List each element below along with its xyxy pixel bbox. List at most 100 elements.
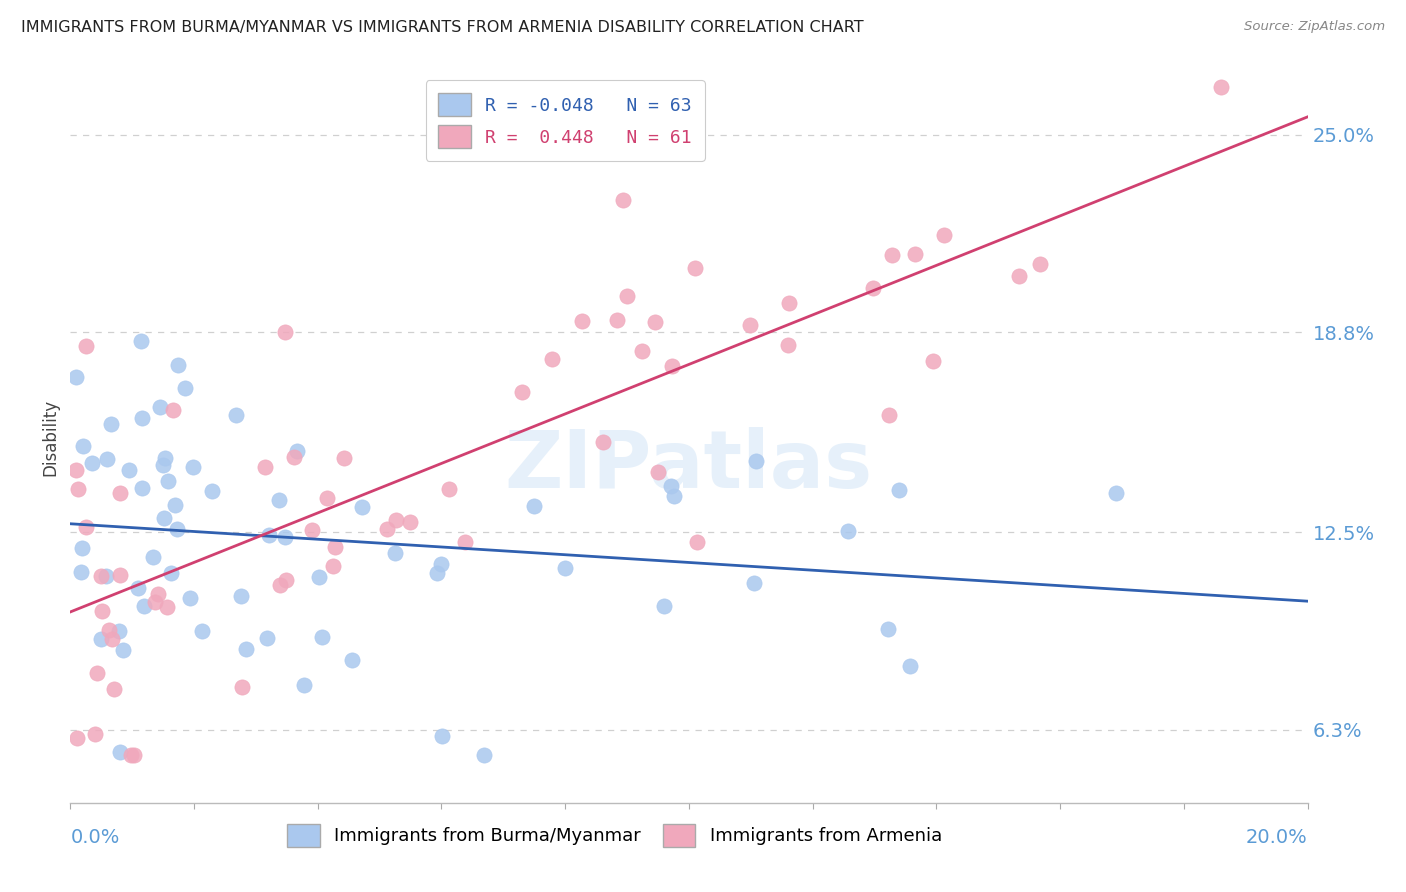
Point bbox=[201, 484, 224, 499]
Point bbox=[101, 632, 124, 646]
Point bbox=[96, 452, 118, 467]
Point bbox=[145, 595, 167, 609]
Point bbox=[430, 729, 453, 743]
Point bbox=[65, 463, 87, 477]
Point bbox=[107, 624, 129, 639]
Point bbox=[904, 247, 927, 261]
Point bbox=[862, 280, 884, 294]
Point bbox=[880, 248, 903, 262]
Point bbox=[91, 604, 114, 618]
Point bbox=[510, 384, 533, 399]
Point bbox=[274, 325, 297, 339]
Point bbox=[142, 550, 165, 565]
Point bbox=[322, 558, 344, 573]
Point bbox=[156, 474, 179, 488]
Point bbox=[472, 748, 495, 763]
Text: ZIPatlas: ZIPatlas bbox=[505, 427, 873, 506]
Point bbox=[644, 315, 666, 329]
Point bbox=[661, 359, 683, 373]
Point bbox=[1008, 269, 1031, 284]
Point bbox=[311, 630, 333, 644]
Point bbox=[70, 541, 93, 555]
Point bbox=[934, 227, 956, 242]
Point bbox=[82, 456, 104, 470]
Point bbox=[540, 352, 562, 367]
Point bbox=[94, 569, 117, 583]
Point bbox=[86, 665, 108, 680]
Point bbox=[662, 489, 685, 503]
Point bbox=[152, 458, 174, 472]
Point bbox=[631, 344, 654, 359]
Point bbox=[274, 531, 297, 545]
Point bbox=[117, 463, 139, 477]
Point bbox=[90, 632, 112, 647]
Point bbox=[616, 288, 638, 302]
Point bbox=[659, 479, 682, 493]
Point bbox=[439, 482, 461, 496]
Point bbox=[1105, 485, 1128, 500]
Point bbox=[375, 522, 398, 536]
Point bbox=[285, 443, 308, 458]
Point bbox=[155, 450, 177, 465]
Point bbox=[605, 313, 627, 327]
Point bbox=[778, 295, 800, 310]
Point bbox=[235, 642, 257, 657]
Point bbox=[111, 643, 134, 657]
Point bbox=[181, 460, 204, 475]
Point bbox=[166, 522, 188, 536]
Point bbox=[554, 561, 576, 575]
Point bbox=[571, 314, 593, 328]
Point bbox=[103, 681, 125, 696]
Point bbox=[269, 578, 291, 592]
Point bbox=[225, 409, 247, 423]
Point bbox=[301, 523, 323, 537]
Point bbox=[131, 410, 153, 425]
Point bbox=[889, 483, 911, 497]
Point bbox=[134, 599, 156, 613]
Point bbox=[174, 381, 197, 395]
Point bbox=[75, 339, 97, 353]
Point bbox=[683, 260, 706, 275]
Point bbox=[146, 587, 169, 601]
Point bbox=[430, 558, 453, 572]
Point bbox=[1209, 80, 1232, 95]
Point bbox=[294, 678, 316, 692]
Point bbox=[120, 748, 142, 763]
Point bbox=[156, 600, 179, 615]
Point bbox=[127, 581, 149, 595]
Point bbox=[877, 622, 900, 636]
Point bbox=[877, 409, 900, 423]
Point bbox=[152, 511, 174, 525]
Point bbox=[323, 540, 346, 554]
Point bbox=[66, 482, 89, 496]
Point bbox=[110, 745, 132, 759]
Legend: Immigrants from Burma/Myanmar, Immigrants from Armenia: Immigrants from Burma/Myanmar, Immigrant… bbox=[278, 814, 950, 856]
Point bbox=[308, 570, 330, 584]
Point bbox=[316, 491, 339, 505]
Point bbox=[98, 623, 121, 637]
Point bbox=[592, 434, 614, 449]
Point bbox=[686, 534, 709, 549]
Point bbox=[837, 524, 859, 539]
Point bbox=[256, 632, 278, 646]
Point bbox=[108, 486, 131, 500]
Point bbox=[1028, 257, 1050, 271]
Point bbox=[778, 338, 800, 352]
Point bbox=[179, 591, 201, 605]
Point bbox=[922, 353, 945, 368]
Point bbox=[340, 653, 363, 667]
Point bbox=[75, 520, 97, 534]
Point bbox=[652, 599, 675, 614]
Point bbox=[276, 573, 298, 587]
Point bbox=[253, 460, 276, 475]
Point bbox=[100, 417, 122, 432]
Point bbox=[129, 334, 152, 348]
Point bbox=[191, 624, 214, 638]
Point bbox=[231, 589, 253, 603]
Point bbox=[283, 450, 305, 465]
Point bbox=[523, 499, 546, 513]
Point bbox=[898, 659, 921, 673]
Point bbox=[65, 369, 87, 384]
Text: Source: ZipAtlas.com: Source: ZipAtlas.com bbox=[1244, 20, 1385, 33]
Point bbox=[384, 546, 406, 560]
